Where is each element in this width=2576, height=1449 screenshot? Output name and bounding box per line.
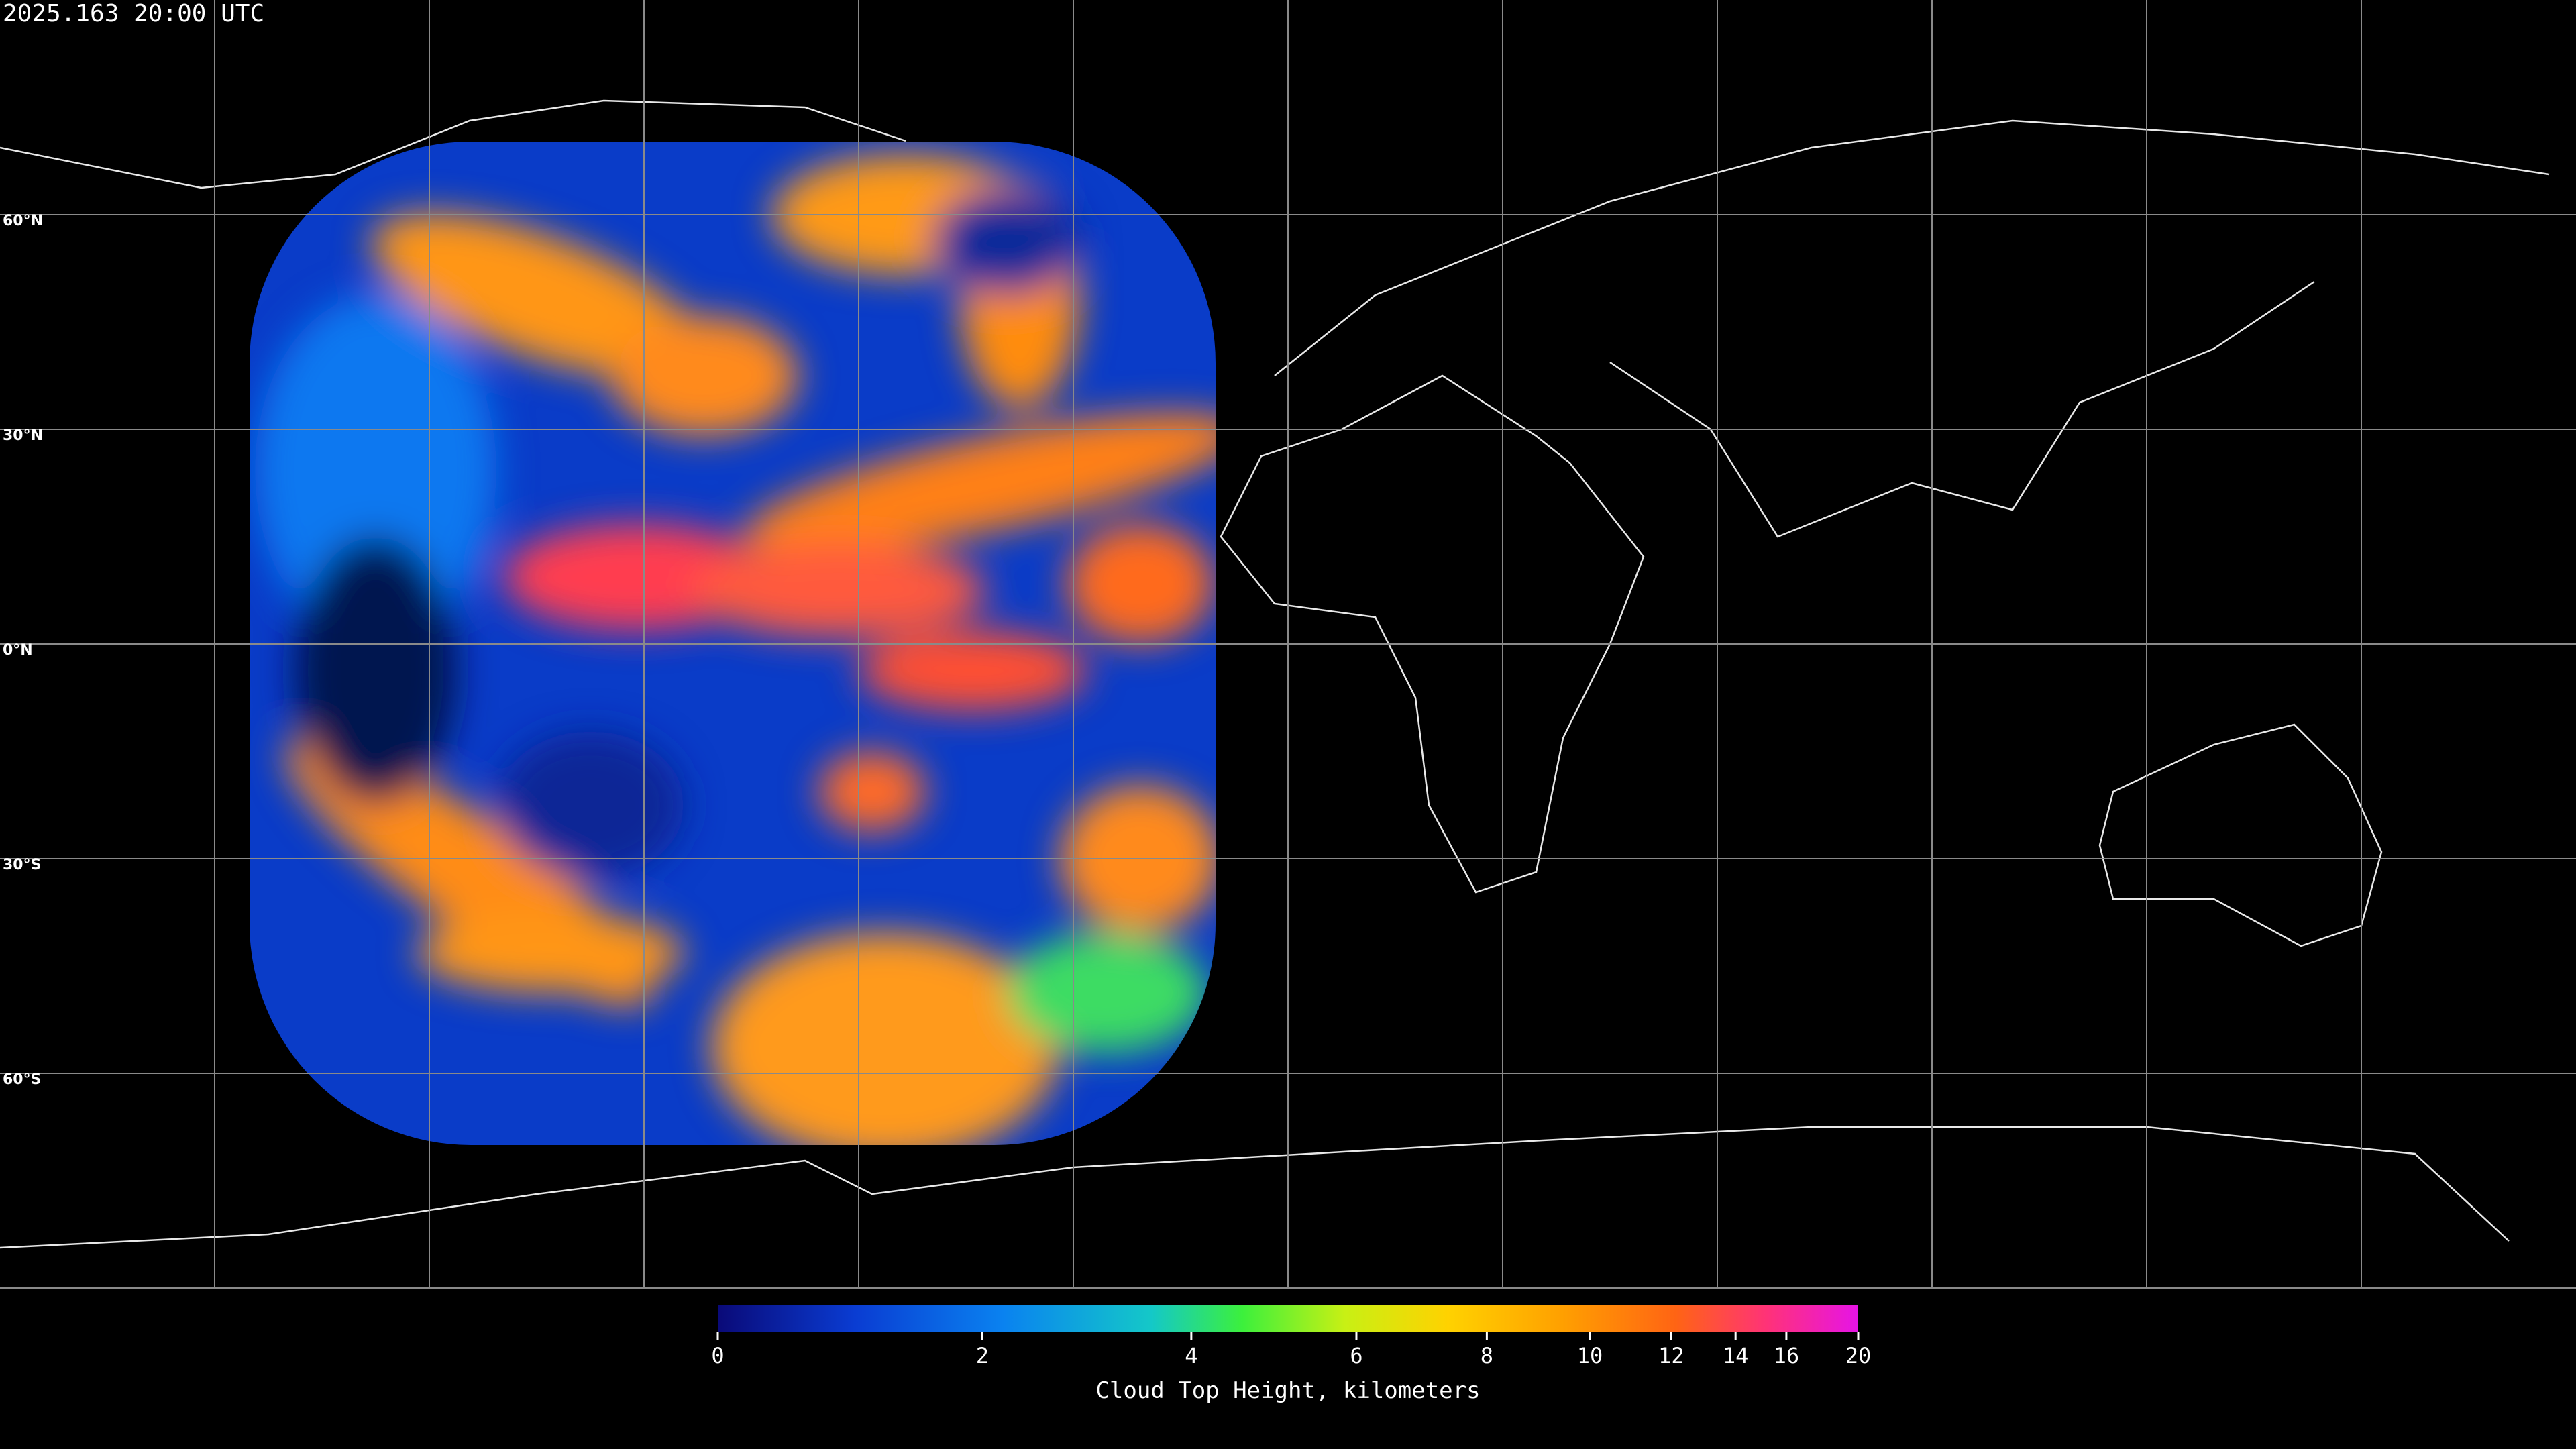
latitude-label: 60°S [3, 1071, 41, 1088]
colorbar-tick-label: 6 [1350, 1343, 1362, 1368]
colorbar-label: Cloud Top Height, kilometers [1095, 1377, 1480, 1404]
colorbar-tick-label: 20 [1845, 1343, 1872, 1368]
colorbar-tick-label: 10 [1577, 1343, 1603, 1368]
latitude-label: 30°S [3, 857, 41, 873]
latitude-label: 30°N [3, 427, 43, 444]
colorbar-tick-label: 2 [976, 1343, 989, 1368]
latitude-label: 0°N [3, 642, 33, 659]
map-border [0, 1287, 2576, 1289]
timestamp: 2025.163 20:00 UTC [3, 0, 264, 28]
cloud-image [250, 142, 1216, 1145]
colorbar [718, 1305, 1858, 1332]
colorbar-tick-label: 4 [1185, 1343, 1197, 1368]
colorbar-tick-label: 14 [1723, 1343, 1749, 1368]
graticule [0, 0, 2576, 1288]
colorbar-tick-label: 0 [711, 1343, 724, 1368]
colorbar-tick-label: 16 [1774, 1343, 1800, 1368]
colorbar-tick-label: 12 [1658, 1343, 1684, 1368]
colorbar-tick-label: 8 [1481, 1343, 1493, 1368]
latitude-label: 60°N [3, 213, 43, 229]
